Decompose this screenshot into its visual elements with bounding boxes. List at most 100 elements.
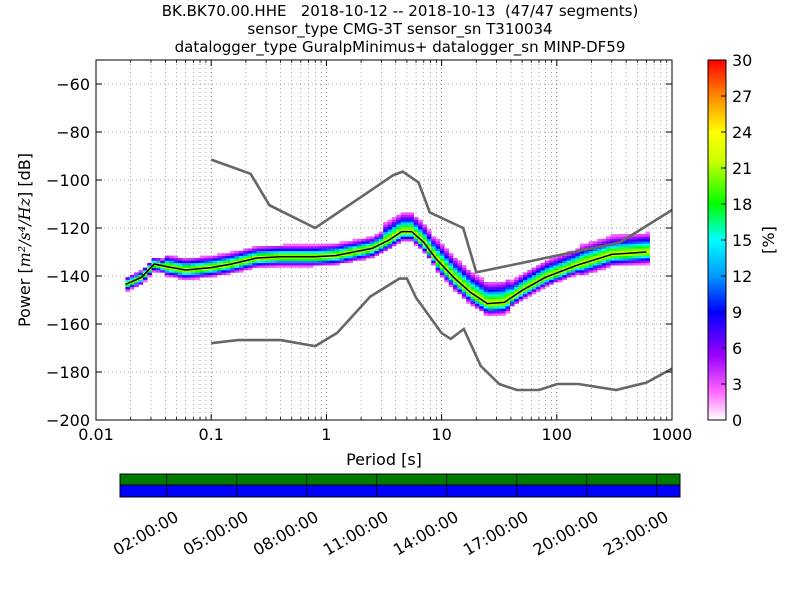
psd-cell [461,272,467,276]
psd-cell [431,255,436,259]
psd-cell [470,296,476,300]
psd-cell [453,282,458,285]
psd-cell [173,260,179,264]
psd-cell [413,226,419,230]
psd-cell [269,262,275,266]
psd-cell [147,265,152,268]
psd-cell [509,294,515,297]
psd-cell [614,236,620,240]
psd-cell [435,267,441,271]
psd-cell [256,262,262,266]
psd-cell [169,260,174,264]
chart-title-line-1: BK.BK70.00.HHE 2018-10-12 -- 2018-10-13 … [161,2,639,20]
psd-cell [562,258,567,261]
psd-cell [361,238,366,242]
psd-cell [549,258,554,261]
psd-cell [439,262,445,266]
psd-cell [439,260,445,264]
psd-cell [273,250,279,254]
psd-cell [164,260,170,264]
psd-cell [636,258,642,261]
psd-cell [400,219,406,223]
psd-cell [374,248,380,252]
psd-cell [514,296,519,300]
psd-cell [221,265,227,268]
psd-cell [461,277,467,280]
psd-cell [278,246,283,249]
psd-cell [557,265,563,268]
psd-cell [339,241,345,244]
psd-cell [457,265,463,268]
psd-cell [614,260,620,264]
psd-cell [247,260,253,264]
psd-cell [435,243,441,247]
psd-cell [601,262,607,266]
psd-cell [457,289,463,292]
psd-cell [230,270,235,273]
psd-cell [522,294,528,297]
psd-cell [208,265,214,268]
psd-cell [610,236,616,240]
psd-cell [400,236,406,240]
psd-cell [501,303,506,307]
psd-cell [557,272,563,276]
psd-cell [326,248,332,252]
psd-cell [413,229,419,232]
psd-cell [426,238,432,242]
psd-cell [300,248,305,252]
psd-cell [470,279,476,283]
psd-cell [422,224,428,228]
psd-cell [383,222,388,225]
psd-cell [391,219,397,223]
y-tick-label: −120 [46,219,90,238]
psd-cell [383,226,388,230]
psd-cell [186,262,192,266]
psd-cell [619,248,624,252]
psd-cell [562,274,567,278]
psd-cell [370,238,375,242]
psd-cell [562,277,567,280]
psd-cell [479,286,484,290]
timeline-tick-label: 11:00:00 [320,507,392,559]
psd-cell [514,298,519,302]
psd-cell [448,255,454,259]
psd-cell [287,246,292,249]
psd-cell [169,267,174,271]
psd-cell [627,243,633,247]
psd-cell [300,243,305,247]
psd-cell [457,262,463,266]
psd-cell [160,260,166,264]
psd-cell [597,250,602,254]
psd-cell [365,238,371,242]
psd-cell [317,248,323,252]
psd-cell [439,243,445,247]
psd-cell [645,241,650,244]
psd-cell [204,270,209,273]
psd-cell [383,224,388,228]
psd-cell [640,234,646,237]
psd-cell [217,272,222,276]
psd-cell [536,265,541,268]
psd-cell [492,282,498,285]
psd-cell [483,306,489,309]
psd-cell [627,248,633,252]
psd-cell [505,301,511,304]
psd-cell [155,267,161,271]
psd-cell [164,255,170,259]
psd-cell [549,270,554,273]
psd-cell [623,243,629,247]
psd-cell [300,262,305,266]
psd-cell [571,262,576,266]
psd-cell [479,291,484,295]
psd-cell [269,248,275,252]
psd-cell [540,265,546,268]
psd-cell [348,248,353,252]
psd-cell [514,282,519,285]
psd-cell [509,279,515,283]
psd-cell [155,265,161,268]
psd-cell [243,265,249,268]
psd-cell [278,253,283,256]
psd-cell [396,224,401,228]
psd-cell [483,313,489,316]
psd-cell [134,279,139,283]
